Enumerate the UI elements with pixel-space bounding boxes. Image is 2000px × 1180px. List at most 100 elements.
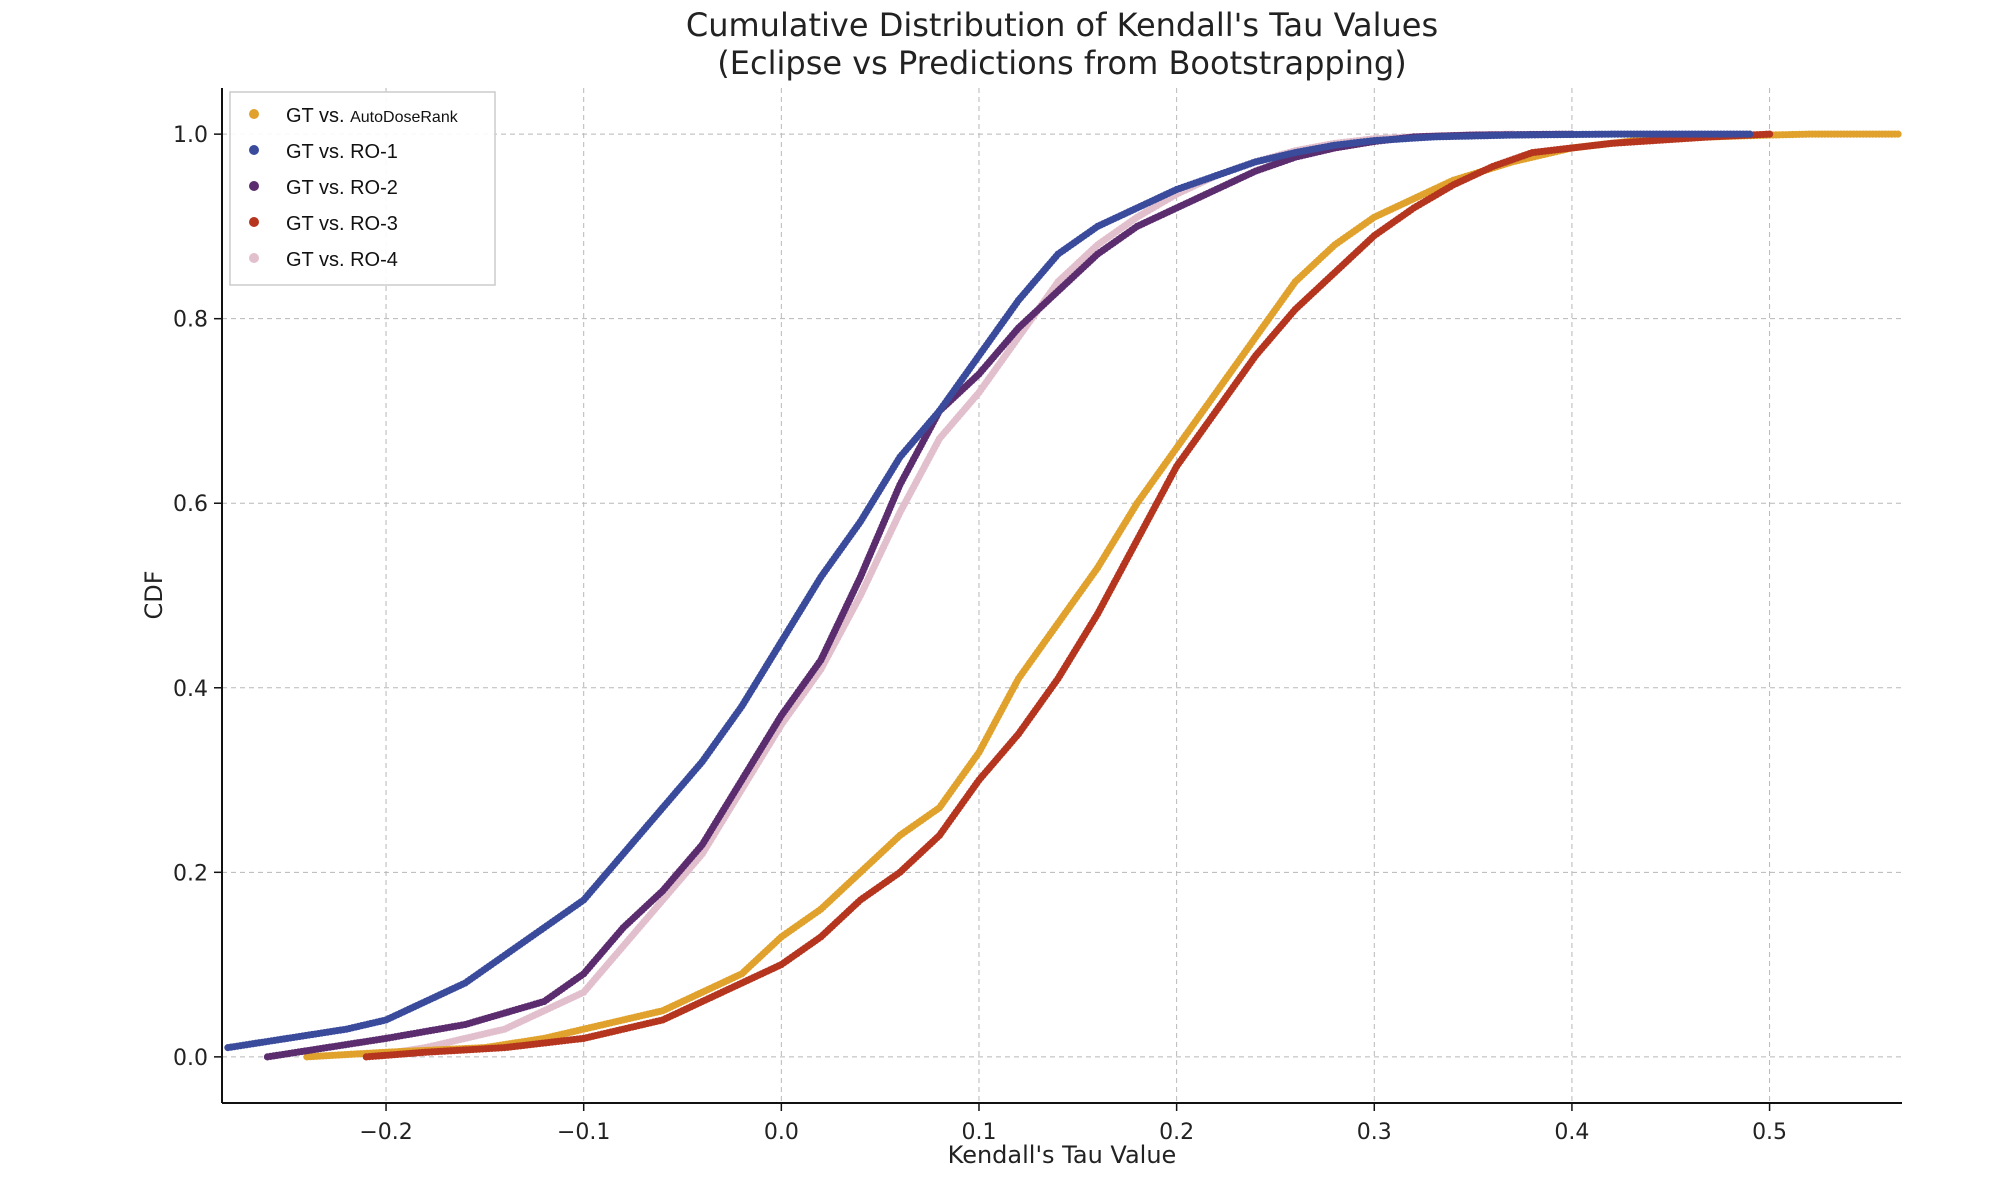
series-mark <box>973 391 981 399</box>
legend-suffix: AutoDoseRank <box>350 109 459 126</box>
series-mark <box>1130 215 1139 223</box>
series-mark <box>736 779 744 787</box>
x-tick-label: 0.1 <box>961 1120 996 1145</box>
series-mark <box>1092 566 1100 575</box>
series-mark <box>894 511 903 519</box>
series-mark <box>537 998 545 1006</box>
legend-label: GT vs. AutoDoseRank <box>286 105 459 127</box>
series-mark <box>1052 677 1060 685</box>
y-tick-label: 0.0 <box>173 1046 208 1071</box>
series-mark <box>497 1044 506 1052</box>
series-mark <box>1131 539 1140 547</box>
legend-box <box>229 91 496 286</box>
series-mark <box>973 372 981 380</box>
series-mark <box>616 1017 624 1025</box>
series-mark <box>1210 391 1218 399</box>
series-mark <box>339 1026 347 1034</box>
series-mark <box>1052 622 1060 630</box>
series-mark <box>695 989 704 998</box>
x-tick-label: −0.2 <box>359 1120 412 1145</box>
y-tick-label: 0.6 <box>173 492 208 517</box>
series-mark <box>1604 140 1612 148</box>
series-mark <box>855 576 863 584</box>
legend-suffix: RO-1 <box>350 141 398 163</box>
series-mark <box>1130 224 1139 232</box>
series-mark <box>1288 149 1296 157</box>
series-mark <box>695 999 704 1007</box>
series-mark <box>696 760 704 768</box>
legend-label: GT vs. RO-4 <box>286 249 398 271</box>
series-mark <box>1130 205 1138 213</box>
series-mark <box>657 806 665 814</box>
chart-title: Cumulative Distribution of Kendall's Tau… <box>686 6 1438 44</box>
legend-prefix: GT vs. <box>286 249 350 271</box>
series-mark <box>1289 280 1297 289</box>
series-layer <box>224 130 1902 1061</box>
series-3 <box>362 130 1774 1061</box>
series-mark <box>814 935 822 943</box>
series-mark <box>814 907 822 915</box>
y-axis-ticks: 0.0 0.2 0.4 0.6 0.8 1.0 <box>173 123 222 1071</box>
series-mark <box>1762 130 1771 138</box>
legend-prefix: GT vs. <box>286 213 350 235</box>
legend-marker <box>249 217 259 227</box>
series-mark <box>1407 196 1415 204</box>
series-mark <box>1249 159 1257 167</box>
series-mark <box>576 1035 585 1043</box>
series-mark <box>1209 173 1217 181</box>
series-mark <box>458 1021 466 1029</box>
x-tick-label: 0.3 <box>1357 1120 1392 1145</box>
series-1 <box>224 130 1754 1052</box>
series-mark <box>933 805 941 814</box>
series-mark <box>1013 677 1021 685</box>
legend-label: GT vs. RO-1 <box>286 141 398 163</box>
series-mark <box>1171 465 1179 473</box>
series-mark <box>774 962 783 970</box>
legend-marker <box>249 181 259 191</box>
series-mark <box>1367 137 1375 145</box>
series-mark <box>1013 299 1021 307</box>
series-mark <box>894 833 902 842</box>
x-tick-label: 0.2 <box>1159 1120 1194 1145</box>
series-mark <box>656 889 665 897</box>
legend-label: GT vs. RO-2 <box>286 177 398 199</box>
series-mark <box>379 1035 387 1043</box>
series-mark <box>1604 130 1612 138</box>
series-mark <box>1013 336 1021 344</box>
series-mark <box>1426 133 1435 141</box>
legend-marker <box>249 109 259 119</box>
series-mark <box>1209 187 1217 195</box>
series-mark <box>1368 234 1376 242</box>
legend-suffix: RO-3 <box>350 213 398 235</box>
series-mark <box>854 870 862 879</box>
series-mark <box>855 594 863 602</box>
series-mark <box>577 898 585 906</box>
series-mark <box>1368 215 1376 223</box>
series-mark <box>1328 243 1337 251</box>
y-tick-label: 0.8 <box>173 308 208 333</box>
series-mark <box>577 972 585 980</box>
series-mark <box>1012 326 1021 334</box>
chart-subtitle: (Eclipse vs Predictions from Bootstrappi… <box>717 44 1406 82</box>
legend-prefix: GT vs. <box>286 177 350 199</box>
series-mark <box>854 520 863 528</box>
y-tick-label: 0.2 <box>173 861 208 886</box>
series-mark <box>577 990 585 998</box>
series-4 <box>362 130 1517 1061</box>
series-mark <box>497 1026 506 1034</box>
series-mark <box>775 935 783 943</box>
series-mark <box>1505 131 1514 139</box>
series-mark <box>776 640 784 648</box>
series-mark <box>1249 168 1257 176</box>
series-mark <box>1742 130 1751 138</box>
legend-marker <box>249 145 259 155</box>
series-mark <box>1171 446 1179 455</box>
series-mark <box>498 953 506 961</box>
series-mark <box>656 1017 664 1025</box>
series-mark <box>1446 182 1455 191</box>
series-mark <box>933 833 941 842</box>
series-mark <box>1170 205 1178 213</box>
series-mark <box>1052 289 1060 297</box>
